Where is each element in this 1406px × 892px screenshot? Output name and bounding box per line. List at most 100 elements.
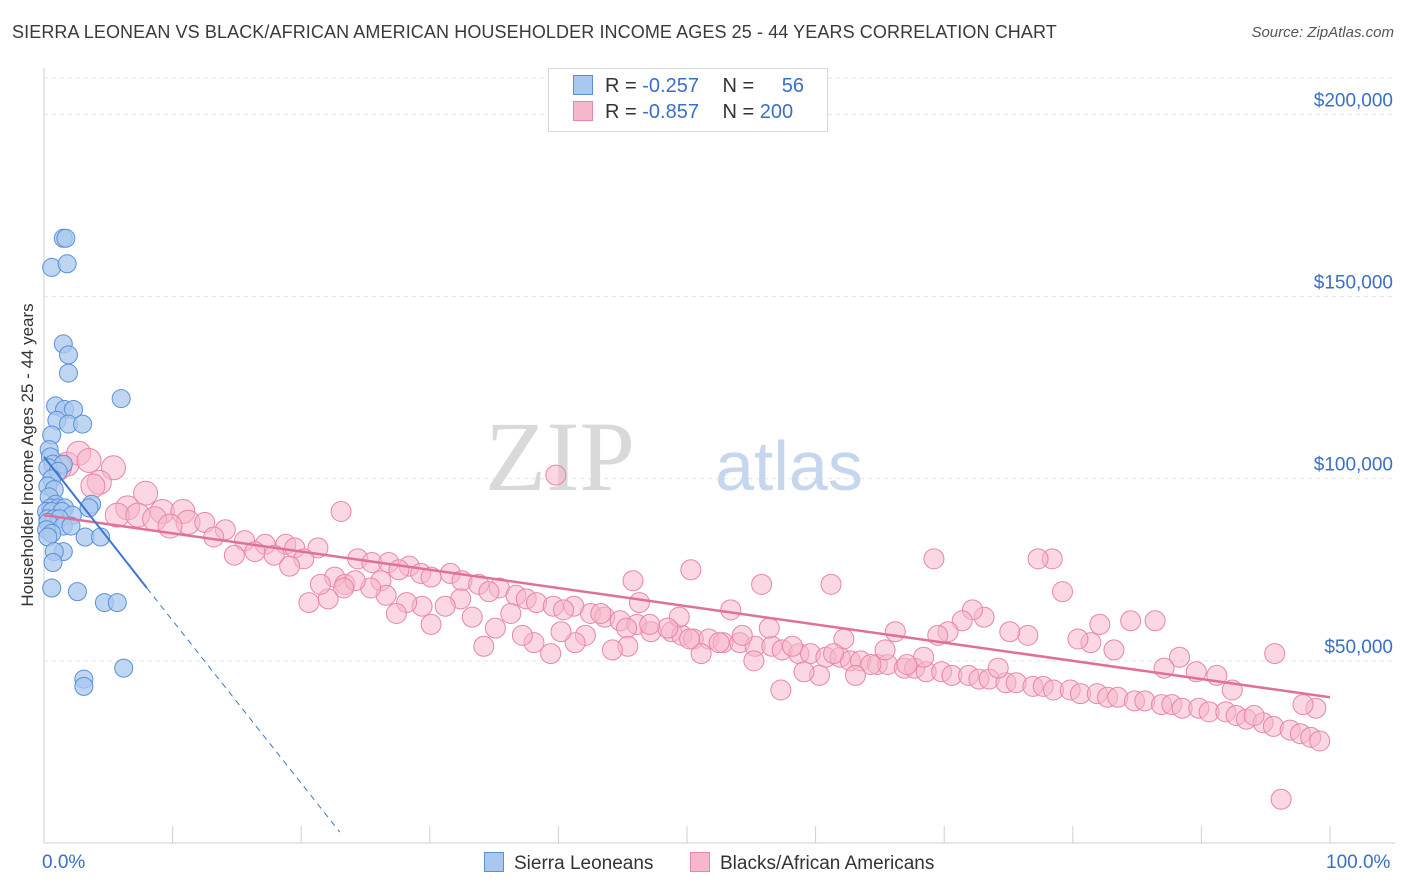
point-sierra xyxy=(58,363,78,383)
point-blacks xyxy=(76,448,102,473)
point-blacks xyxy=(758,617,780,639)
legend-n-value: 200 xyxy=(759,101,794,123)
series-blacks-points xyxy=(46,440,1331,810)
x-tick-max: 100.0% xyxy=(1326,852,1391,873)
point-blacks xyxy=(388,559,410,581)
point-blacks xyxy=(823,643,845,665)
point-blacks xyxy=(80,473,106,499)
watermark: ZIP atlas xyxy=(485,401,863,512)
legend-r-label: R = xyxy=(605,101,637,123)
point-blacks xyxy=(590,603,612,624)
point-sierra xyxy=(73,414,93,434)
point-blacks xyxy=(743,650,765,672)
source-label: Source: ZipAtlas.com xyxy=(1251,24,1394,41)
point-blacks xyxy=(545,464,567,486)
point-blacks xyxy=(540,643,562,665)
legend-swatch-pink xyxy=(573,101,593,121)
point-blacks xyxy=(279,555,301,577)
point-blacks xyxy=(420,613,442,635)
point-sierra xyxy=(114,658,134,678)
point-blacks xyxy=(1270,788,1292,810)
point-sierra xyxy=(43,553,63,572)
legend-label: Sierra Leoneans xyxy=(514,853,654,874)
legend-n-label: N = xyxy=(722,75,755,97)
legend-swatch-pink xyxy=(690,852,710,872)
trend-line-sierra xyxy=(43,456,148,589)
legend-sierra-leoneans: Sierra Leoneans xyxy=(484,852,653,875)
trend-line-blacks xyxy=(43,513,1331,699)
point-blacks xyxy=(1144,610,1166,632)
point-sierra xyxy=(56,228,76,248)
point-blacks xyxy=(484,617,506,639)
y-axis-title: Householder Income Ages 25 - 44 years xyxy=(18,303,37,607)
watermark-zip: ZIP xyxy=(485,401,635,512)
point-blacks xyxy=(420,566,442,588)
point-sierra xyxy=(42,578,62,598)
point-blacks xyxy=(781,635,803,657)
legend-row-sierra: R = -0.257 N = 56 xyxy=(573,75,804,99)
point-blacks xyxy=(1243,705,1265,726)
point-sierra xyxy=(67,582,87,602)
point-blacks xyxy=(793,661,815,683)
point-sierra xyxy=(42,257,62,277)
legend-n-value: 56 xyxy=(781,75,805,97)
point-blacks xyxy=(511,624,533,646)
point-blacks xyxy=(999,621,1021,643)
point-blacks xyxy=(628,592,650,614)
point-blacks xyxy=(1052,581,1074,603)
legend-row-blacks: R = -0.857 N = 200 xyxy=(573,101,793,125)
point-blacks xyxy=(133,480,159,506)
point-blacks xyxy=(223,544,245,566)
point-blacks xyxy=(690,643,712,665)
point-blacks xyxy=(333,577,355,599)
point-blacks xyxy=(770,679,792,701)
trend-line-sierra-extrapolated xyxy=(146,587,341,833)
point-blacks xyxy=(1309,730,1331,752)
point-blacks xyxy=(461,606,483,628)
legend-r-value: -0.257 xyxy=(642,75,699,97)
point-blacks xyxy=(385,603,407,624)
point-blacks xyxy=(1089,613,1111,635)
point-blacks xyxy=(263,544,285,566)
point-blacks xyxy=(564,632,586,654)
point-blacks xyxy=(473,635,495,657)
point-blacks xyxy=(601,639,623,661)
point-blacks xyxy=(1027,548,1049,570)
point-blacks xyxy=(478,581,500,603)
legend-blacks: Blacks/African Americans xyxy=(690,852,934,875)
legend-label: Blacks/African Americans xyxy=(720,853,935,874)
watermark-atlas: atlas xyxy=(715,427,863,505)
point-blacks xyxy=(298,592,320,614)
point-blacks xyxy=(923,548,945,570)
point-blacks xyxy=(1067,628,1089,650)
point-blacks xyxy=(309,573,331,595)
point-blacks xyxy=(1292,694,1314,716)
point-sierra xyxy=(111,389,131,409)
point-sierra xyxy=(58,345,78,365)
point-blacks xyxy=(896,654,918,675)
point-sierra xyxy=(107,593,127,613)
point-blacks xyxy=(657,617,679,639)
point-blacks xyxy=(987,657,1009,679)
point-blacks xyxy=(874,639,896,661)
point-blacks xyxy=(708,632,730,654)
point-blacks xyxy=(680,559,702,581)
point-blacks xyxy=(1264,643,1286,665)
point-blacks xyxy=(500,603,522,624)
legend-n-label: N = xyxy=(722,101,755,123)
point-blacks xyxy=(884,621,906,643)
point-blacks xyxy=(860,654,882,675)
point-blacks xyxy=(1103,639,1125,661)
y-tick-label: $50,000 xyxy=(1324,637,1393,658)
y-tick-labels: $50,000 $100,000 $150,000 $200,000 xyxy=(1314,90,1393,657)
point-blacks xyxy=(434,595,456,617)
trend-lines xyxy=(43,456,1331,833)
axes xyxy=(43,68,1395,844)
point-sierra xyxy=(79,498,99,518)
x-tick-min: 0.0% xyxy=(42,852,86,873)
y-tick-label: $150,000 xyxy=(1314,273,1393,294)
point-blacks xyxy=(622,570,644,592)
point-sierra xyxy=(57,254,77,274)
point-blacks xyxy=(1017,624,1039,646)
